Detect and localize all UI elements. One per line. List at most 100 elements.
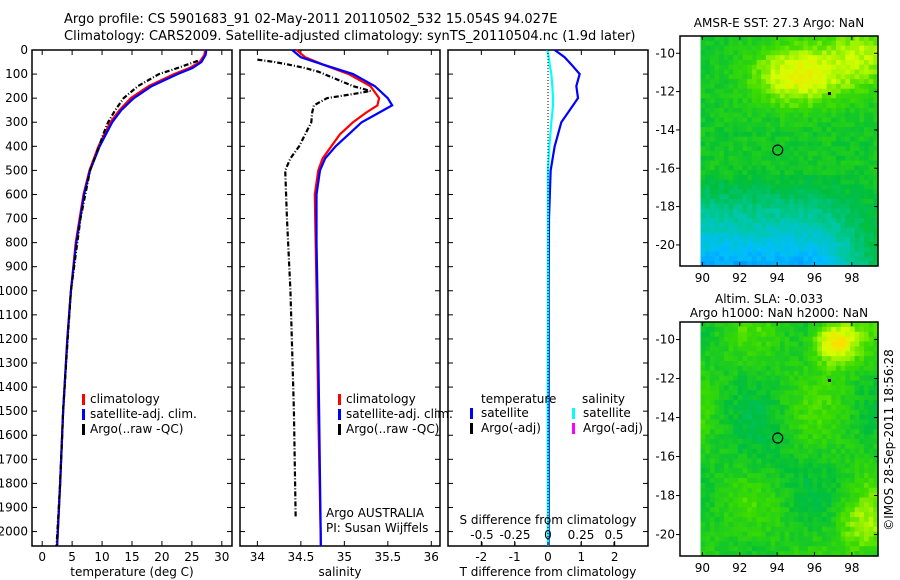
map-cell bbox=[793, 380, 800, 386]
map-cell bbox=[779, 429, 786, 435]
map-cell bbox=[863, 213, 870, 219]
map-cell bbox=[793, 336, 800, 343]
map-cell bbox=[705, 261, 711, 267]
map-cell bbox=[845, 246, 851, 253]
map-cell bbox=[742, 194, 748, 200]
map-cell bbox=[868, 429, 874, 435]
map-cell bbox=[840, 45, 846, 51]
map-cell bbox=[793, 208, 800, 214]
map-cell bbox=[742, 404, 748, 411]
series-argo-raw-qc- bbox=[55, 59, 199, 547]
sla-map-frame bbox=[679, 321, 879, 557]
map-cell bbox=[765, 546, 772, 552]
map-cell bbox=[742, 487, 748, 494]
map-cell bbox=[807, 136, 814, 143]
map-cell bbox=[765, 448, 772, 455]
map-cell bbox=[798, 507, 804, 513]
map-cell bbox=[742, 218, 748, 224]
map-cell bbox=[779, 482, 786, 489]
map-cell bbox=[728, 59, 734, 66]
map-cell bbox=[840, 155, 846, 162]
map-cell bbox=[756, 160, 762, 166]
map-cell bbox=[733, 179, 739, 186]
map-cell bbox=[756, 179, 762, 186]
map-cell bbox=[821, 189, 828, 195]
map-cell bbox=[789, 365, 795, 372]
map-cell bbox=[803, 453, 809, 460]
map-cell bbox=[849, 482, 856, 489]
map-cell bbox=[728, 414, 734, 421]
map-cell bbox=[775, 155, 781, 162]
map-cell bbox=[756, 468, 762, 474]
map-cell bbox=[793, 385, 800, 391]
map-cell bbox=[751, 463, 758, 469]
map-cell bbox=[728, 122, 734, 128]
map-cell bbox=[863, 117, 870, 123]
map-cell bbox=[845, 361, 851, 367]
map-cell bbox=[863, 50, 870, 56]
map-cell bbox=[835, 151, 842, 157]
map-cell bbox=[798, 439, 804, 445]
map-cell bbox=[770, 356, 776, 362]
map-cell bbox=[761, 395, 767, 401]
map-cell bbox=[761, 448, 767, 455]
map-cell bbox=[868, 256, 874, 262]
map-cell bbox=[863, 146, 870, 152]
map-cell bbox=[826, 194, 832, 200]
map-cell bbox=[817, 326, 823, 333]
map-cell bbox=[779, 232, 786, 238]
map-cell bbox=[737, 551, 744, 557]
map-cell bbox=[873, 117, 879, 123]
map-cell bbox=[761, 208, 767, 214]
map-cell bbox=[714, 541, 720, 547]
map-cell bbox=[831, 79, 837, 85]
map-cell bbox=[845, 155, 851, 162]
map-cell bbox=[756, 98, 762, 104]
map-cell bbox=[817, 468, 823, 474]
map-cell bbox=[705, 336, 711, 343]
map-cell bbox=[779, 174, 786, 181]
map-cell bbox=[854, 424, 860, 430]
map-cell bbox=[812, 222, 818, 229]
map-cell bbox=[719, 487, 725, 494]
map-cell bbox=[803, 131, 809, 138]
map-cell bbox=[705, 213, 711, 219]
map-cell bbox=[812, 151, 818, 157]
map-cell bbox=[821, 478, 828, 484]
map-cell bbox=[789, 165, 795, 171]
map-cell bbox=[835, 468, 842, 474]
map-cell bbox=[723, 404, 730, 411]
map-cell bbox=[812, 198, 818, 205]
map-cell bbox=[845, 88, 851, 95]
map-cell bbox=[705, 222, 711, 229]
map-cell bbox=[807, 473, 814, 479]
map-cell bbox=[765, 74, 772, 80]
map-cell bbox=[784, 419, 790, 425]
map-cell bbox=[845, 419, 851, 425]
map-cell bbox=[821, 213, 828, 219]
map-cell bbox=[821, 492, 828, 499]
map-cell bbox=[728, 409, 734, 416]
map-cell bbox=[807, 521, 814, 528]
map-cell bbox=[789, 189, 795, 195]
map-cell bbox=[840, 385, 846, 391]
map-cell bbox=[821, 341, 828, 347]
map-cell bbox=[770, 414, 776, 421]
map-cell bbox=[849, 478, 856, 484]
map-cell bbox=[719, 141, 725, 147]
map-cell bbox=[817, 203, 823, 210]
map-cell bbox=[733, 341, 739, 347]
map-cell bbox=[826, 536, 832, 542]
map-cell bbox=[737, 122, 744, 128]
map-cell bbox=[733, 541, 739, 547]
map-cell bbox=[863, 375, 870, 382]
map-cell bbox=[868, 237, 874, 243]
map-cell bbox=[840, 79, 846, 85]
map-cell bbox=[868, 79, 874, 85]
map-cell bbox=[821, 194, 828, 200]
map-cell bbox=[742, 409, 748, 416]
map-cell bbox=[728, 151, 734, 157]
map-cell bbox=[821, 370, 828, 377]
map-cell bbox=[817, 227, 823, 234]
map-cell bbox=[789, 370, 795, 377]
